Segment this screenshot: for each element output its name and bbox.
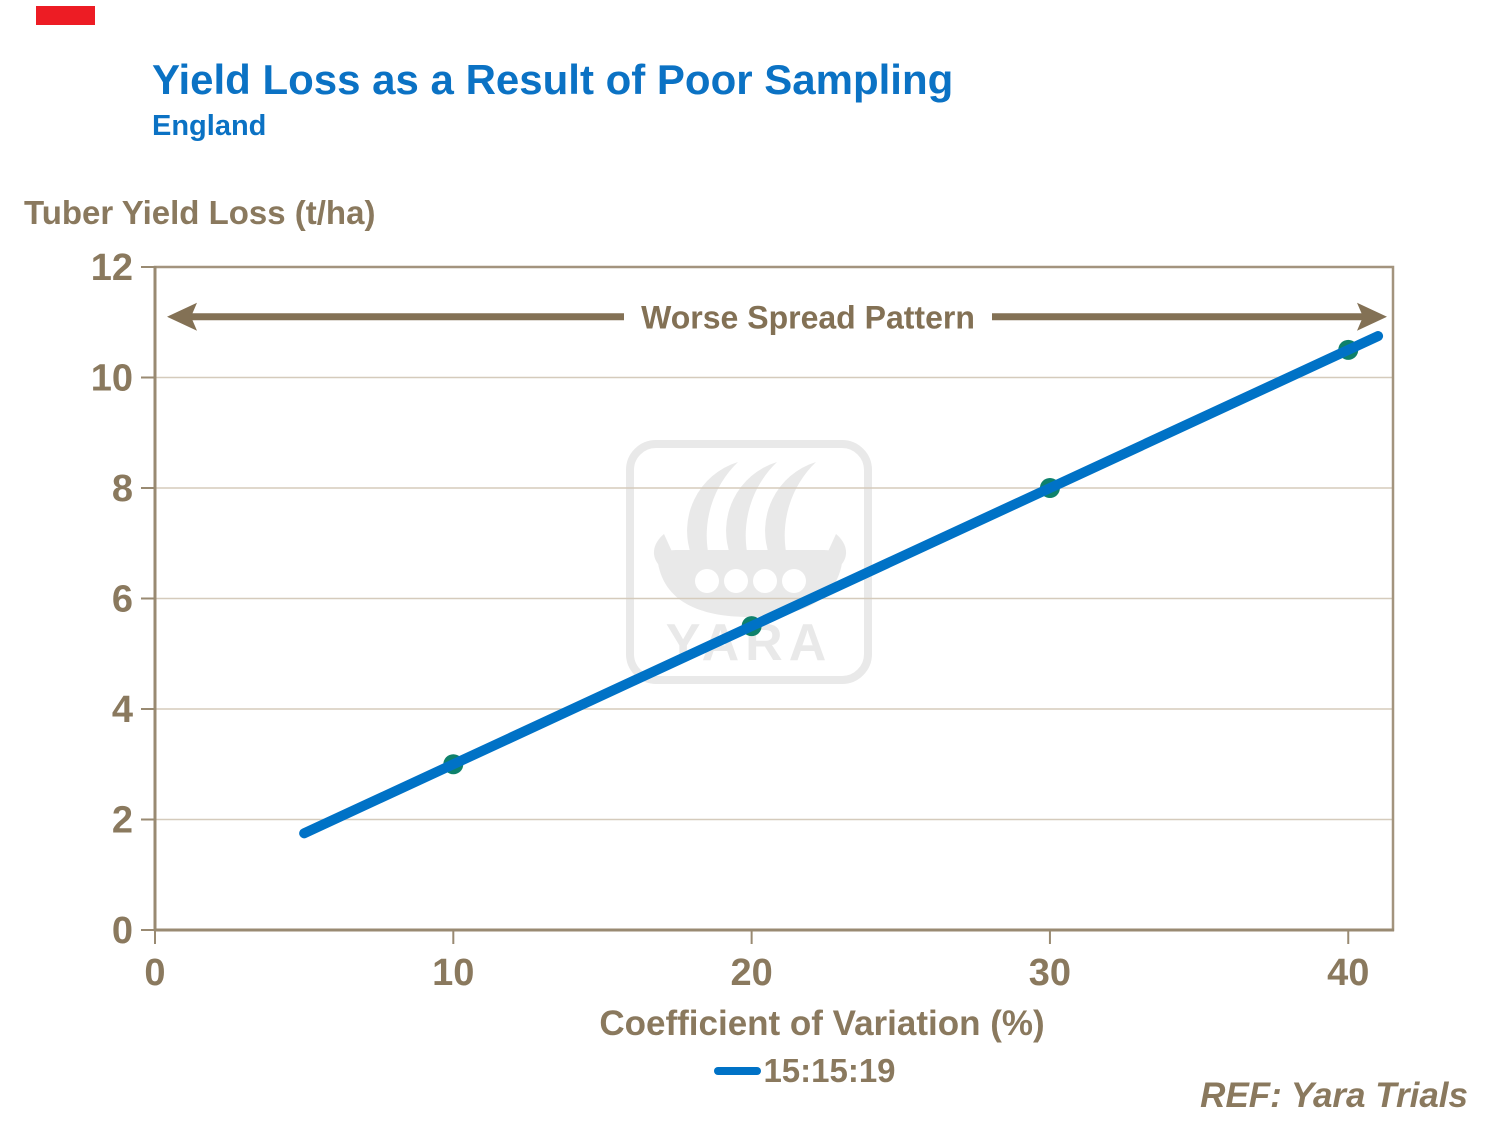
svg-text:40: 40 [1327, 952, 1369, 994]
worse-spread-arrow: Worse Spread Pattern [167, 300, 1387, 336]
axis-ticks-and-labels: 0 2 4 6 8 10 12 0 10 20 30 40 [91, 247, 1370, 994]
svg-text:Worse Spread Pattern: Worse Spread Pattern [641, 300, 975, 336]
page-title: Yield Loss as a Result of Poor Sampling [152, 56, 954, 103]
yara-logo-watermark: YARA [626, 440, 872, 684]
svg-text:6: 6 [112, 579, 133, 621]
svg-text:2: 2 [112, 800, 133, 842]
data-series [299, 331, 1384, 839]
page-subtitle: England [152, 110, 267, 142]
legend: 15:15:19 [305, 1052, 1305, 1090]
svg-text:30: 30 [1029, 952, 1071, 994]
legend-line-swatch [714, 1067, 762, 1075]
svg-text:12: 12 [91, 247, 133, 289]
svg-text:10: 10 [432, 952, 474, 994]
gridlines [155, 376, 1393, 821]
reference-note: REF: Yara Trials [1200, 1076, 1468, 1115]
svg-text:8: 8 [112, 468, 133, 510]
x-axis-title: Coefficient of Variation (%) [599, 1004, 1045, 1043]
svg-text:0: 0 [144, 952, 165, 994]
watermark-hull [653, 534, 847, 617]
y-axis-title: Tuber Yield Loss (t/ha) [24, 194, 376, 231]
svg-text:20: 20 [730, 952, 772, 994]
svg-text:4: 4 [112, 689, 133, 731]
legend-label: 15:15:19 [763, 1052, 896, 1089]
svg-text:0: 0 [112, 910, 133, 952]
watermark-sails [687, 462, 816, 557]
svg-text:10: 10 [91, 358, 133, 400]
red-marker-badge [36, 6, 95, 25]
watermark-frame [626, 440, 872, 684]
